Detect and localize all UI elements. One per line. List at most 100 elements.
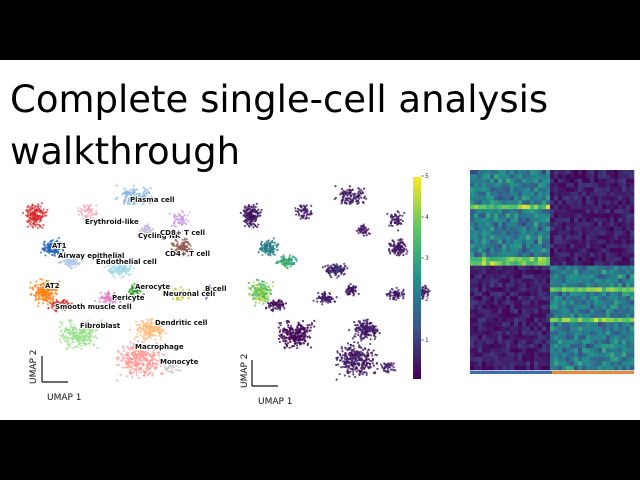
cell-point	[27, 211, 30, 214]
cell-point	[295, 259, 299, 262]
heatmap-cell	[470, 200, 475, 206]
cell-point	[283, 264, 286, 268]
cell-point	[361, 349, 365, 352]
cell-point	[388, 243, 392, 246]
cell-point	[269, 288, 272, 292]
heatmap-cell	[530, 226, 535, 232]
cell-point	[370, 327, 373, 330]
cell-point	[254, 216, 258, 220]
cell-point	[310, 212, 313, 215]
cell-point	[28, 207, 31, 210]
cell-point	[98, 297, 101, 300]
heatmap-cell	[574, 174, 579, 179]
cell-point	[168, 212, 171, 215]
cell-point	[378, 332, 381, 335]
cell-point	[404, 244, 407, 248]
cell-point	[334, 196, 338, 199]
cell-point	[134, 200, 137, 203]
cell-point	[362, 367, 365, 370]
cell-point	[38, 214, 42, 217]
heatmap-cell	[582, 183, 587, 188]
cell-point	[87, 206, 91, 210]
cell-point	[41, 302, 45, 305]
heatmap-cell	[606, 187, 611, 193]
cell-point	[400, 244, 403, 248]
heatmap-cell	[610, 174, 615, 179]
heatmap-cell	[610, 178, 615, 184]
cell-point	[348, 364, 351, 367]
cell-point	[282, 339, 285, 343]
cell-point	[362, 337, 365, 340]
cell-point	[286, 258, 290, 261]
heatmap-cell	[554, 226, 559, 232]
cell-point	[395, 218, 398, 221]
cell-point	[136, 350, 140, 353]
cell-point	[181, 238, 184, 241]
heatmap-cell	[570, 217, 575, 223]
cell-point	[173, 294, 176, 297]
cell-point	[65, 346, 68, 350]
cell-point	[87, 327, 91, 330]
heatmap-cell	[602, 200, 607, 206]
heatmap-cell	[558, 187, 563, 193]
cell-point	[362, 196, 366, 200]
cell-point	[360, 328, 364, 331]
cell-point	[349, 370, 352, 373]
cell-point	[252, 294, 255, 297]
heatmap-cell	[474, 178, 479, 184]
cell-point	[180, 290, 183, 294]
heatmap-cell	[550, 170, 555, 175]
cell-point	[292, 328, 295, 331]
heatmap-cell	[570, 170, 575, 175]
cell-point	[396, 229, 400, 232]
heatmap-cell	[470, 191, 475, 197]
cell-point	[41, 215, 45, 218]
cell-point	[122, 275, 125, 278]
cell-point	[252, 295, 255, 299]
cell-point	[395, 291, 399, 294]
heatmap-cell	[582, 187, 587, 193]
cell-point	[268, 302, 272, 305]
cell-point	[340, 366, 343, 369]
heatmap-cell	[558, 196, 563, 201]
cell-point	[384, 370, 387, 373]
cell-point	[44, 298, 47, 301]
heatmap-cell	[474, 170, 479, 175]
cell-point	[420, 292, 423, 295]
heatmap-cell	[598, 209, 603, 214]
cell-point	[37, 217, 40, 221]
cell-point	[46, 300, 50, 303]
cell-point	[50, 242, 53, 245]
cell-point	[281, 333, 284, 336]
cell-point	[288, 255, 291, 259]
cell-point	[364, 334, 367, 338]
cell-point	[357, 193, 361, 196]
heatmap-cell	[542, 178, 547, 184]
cell-point	[89, 210, 92, 213]
cell-point	[29, 216, 32, 219]
cell-point	[397, 211, 400, 214]
heatmap-cell	[598, 226, 603, 232]
heatmap-cell	[486, 226, 491, 232]
cell-point	[143, 334, 146, 337]
cell-point	[52, 247, 55, 250]
cell-point	[37, 203, 40, 206]
heatmap-cell	[486, 170, 491, 175]
heatmap-cell	[602, 217, 607, 223]
heatmap-cell	[526, 217, 531, 223]
cell-point	[346, 342, 350, 345]
heatmap-cell	[618, 209, 623, 214]
heatmap-cell	[502, 226, 507, 232]
cell-point	[262, 280, 265, 283]
heatmap-cell	[618, 191, 623, 197]
heatmap-cell	[546, 183, 551, 188]
cell-point	[399, 222, 402, 225]
heatmap-cell	[610, 170, 615, 175]
cell-point	[103, 266, 106, 269]
heatmap-cell	[518, 230, 523, 236]
cell-point	[41, 278, 44, 281]
cell-point	[132, 371, 135, 374]
heatmap-cell	[606, 204, 611, 210]
cell-point	[286, 342, 290, 345]
heatmap-cell	[590, 213, 595, 219]
